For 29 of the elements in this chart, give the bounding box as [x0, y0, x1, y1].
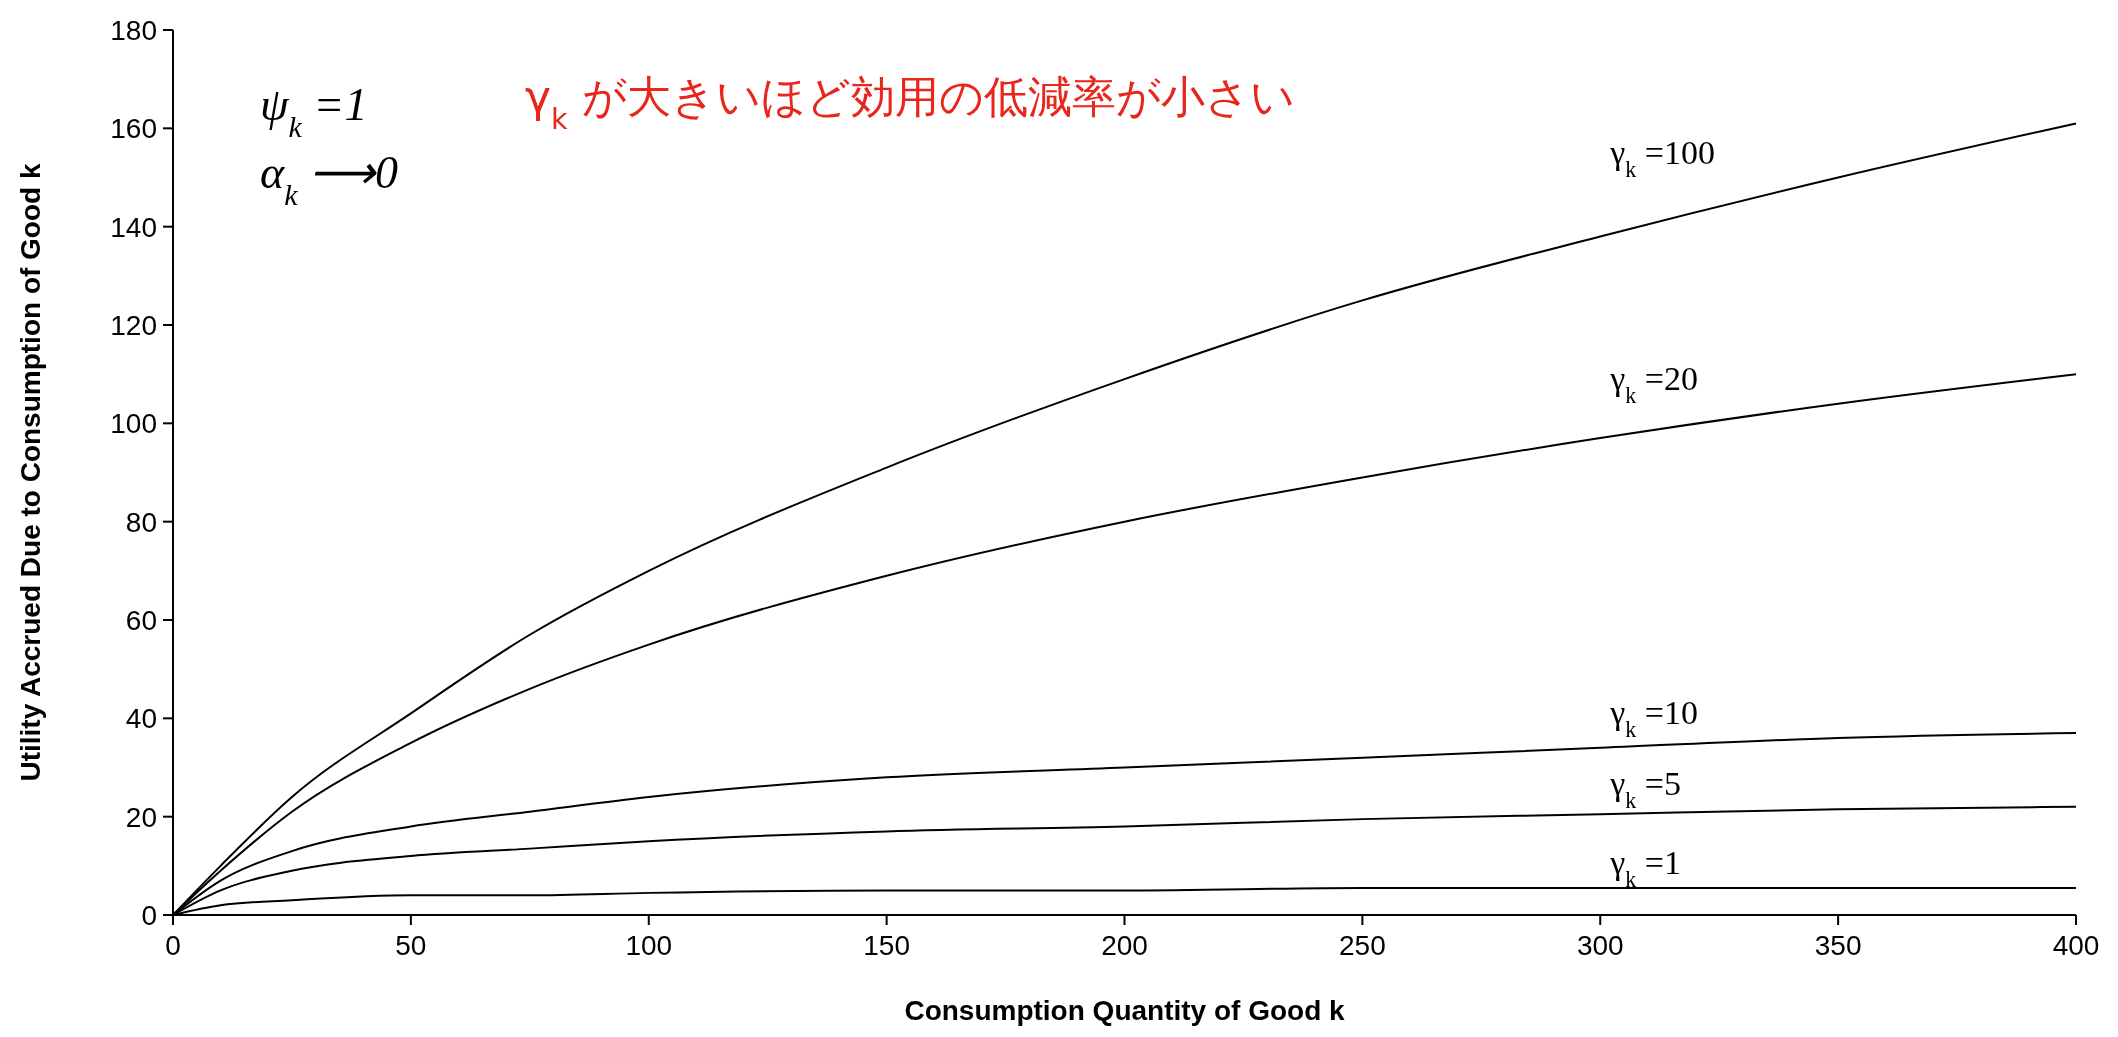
y-tick-label: 80 [125, 506, 157, 538]
y-tick-label: 180 [110, 15, 157, 46]
x-tick-label: 0 [165, 930, 181, 961]
y-axis-title: Utility Accrued Due to Consumption of Good k [15, 163, 46, 782]
annotation: γ$_{k}$ が大きいほど効用の低減率が小さい [525, 71, 1295, 136]
y-tick-label: 60 [125, 605, 157, 636]
y-tick-label: 100 [110, 408, 157, 440]
series-label: γ$_{k}$ =10 [1609, 694, 1699, 742]
x-tick-label: 200 [1101, 930, 1148, 961]
x-tick-label: 400 [2052, 930, 2100, 961]
y-tick-label: 0 [141, 900, 157, 931]
y-tick-label: 40 [125, 703, 157, 735]
x-tick-label: 350 [1814, 930, 1862, 961]
y-tick-label: 20 [125, 801, 157, 833]
y-tick-label: 160 [110, 113, 157, 145]
y-tick-label: 140 [110, 211, 157, 243]
series-label: γ$_{k}$ =100 [1609, 133, 1716, 181]
y-tick-label: 120 [110, 310, 157, 341]
series-label: γ$_{k}$ =5 [1609, 765, 1682, 813]
x-axis-title: Consumption Quantity of Good k [904, 995, 1346, 1026]
x-tick-label: 50 [395, 930, 427, 961]
series-label: γ$_{k}$ =20 [1609, 359, 1699, 408]
series-label: γ$_{k}$ =1 [1609, 843, 1682, 892]
x-tick-label: 300 [1576, 930, 1624, 961]
x-tick-label: 100 [625, 930, 673, 961]
x-tick-label: 150 [863, 930, 910, 961]
annotation: ψ$_{k}$ =1 [260, 79, 368, 143]
x-tick-label: 250 [1339, 930, 1386, 961]
annotation: α$_{k}$ ⟶0 [260, 147, 398, 211]
